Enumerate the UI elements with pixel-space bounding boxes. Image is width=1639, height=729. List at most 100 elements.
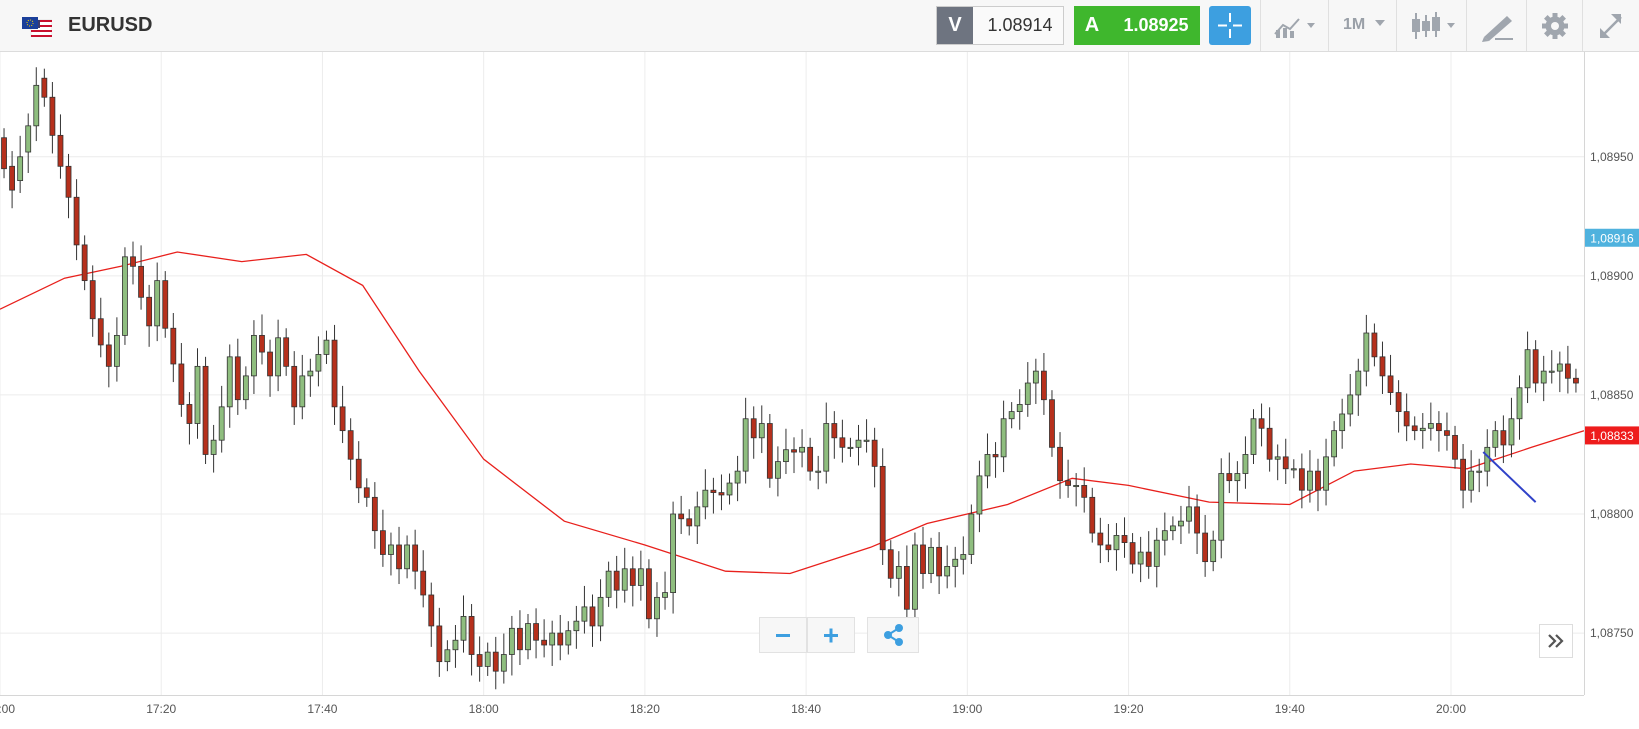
candle xyxy=(97,297,104,358)
chart-type-button[interactable] xyxy=(1396,0,1466,51)
candle-body-down xyxy=(1145,551,1152,567)
candle xyxy=(847,437,854,457)
candle-body-down xyxy=(234,356,241,401)
candle-body-down xyxy=(879,465,886,551)
candle-body-up xyxy=(952,558,959,567)
share-icon xyxy=(884,624,903,646)
candle xyxy=(718,474,725,511)
candle-body-down xyxy=(710,489,717,493)
candle-body-down xyxy=(629,568,636,586)
candle xyxy=(1323,438,1329,506)
candle xyxy=(412,529,419,590)
candle xyxy=(1492,421,1499,457)
candle-body-up xyxy=(847,446,854,449)
draw-button[interactable] xyxy=(1466,0,1526,51)
sell-label: V xyxy=(937,7,973,44)
candle xyxy=(1194,494,1200,555)
ma-value-tag: 1,08833 xyxy=(1590,429,1634,443)
candle xyxy=(1073,473,1080,507)
candle xyxy=(33,67,40,142)
candle xyxy=(347,418,354,481)
candle xyxy=(113,317,120,382)
candle-body-up xyxy=(1492,430,1499,448)
candle-body-down xyxy=(718,492,725,496)
candle-body-down xyxy=(1266,427,1273,460)
candle xyxy=(468,604,475,676)
candle xyxy=(1363,314,1370,387)
candle xyxy=(291,351,298,425)
candle xyxy=(791,437,797,474)
candle-body-up xyxy=(242,375,249,401)
candle xyxy=(1298,453,1305,509)
candle xyxy=(952,546,959,588)
candle-body-down xyxy=(436,625,443,663)
candle-body-up xyxy=(702,489,709,508)
candle-body-down xyxy=(1315,470,1321,491)
candle-body-up xyxy=(484,651,491,667)
candle-body-up xyxy=(1032,370,1039,384)
candle xyxy=(750,406,757,459)
buy-button[interactable]: A 1.08925 xyxy=(1074,6,1200,45)
zoom-in-button[interactable] xyxy=(807,617,855,653)
candle xyxy=(1307,450,1313,503)
sell-button[interactable]: V 1.08914 xyxy=(936,6,1064,45)
zoom-out-button[interactable] xyxy=(759,617,807,653)
candle xyxy=(138,245,144,310)
candle-body-up xyxy=(299,375,306,408)
candle-body-up xyxy=(783,449,789,463)
share-button[interactable] xyxy=(867,617,919,653)
timeframe-value: 1M xyxy=(1343,16,1366,33)
candle xyxy=(936,532,943,595)
candle xyxy=(984,433,991,489)
candle xyxy=(17,135,24,193)
candle-body-down xyxy=(1081,485,1088,498)
candle xyxy=(960,536,967,575)
candle xyxy=(242,366,249,410)
candle-body-up xyxy=(621,568,628,591)
candle xyxy=(1250,409,1257,464)
candle xyxy=(702,469,709,520)
candle xyxy=(968,504,975,565)
candle-body-up xyxy=(218,406,225,441)
candle-body-up xyxy=(404,544,410,570)
candle-body-up xyxy=(855,439,862,448)
candle-body-up xyxy=(307,370,314,377)
candle-body-up xyxy=(597,596,604,627)
candle xyxy=(912,532,918,631)
crosshair-button[interactable] xyxy=(1209,6,1251,45)
candle xyxy=(1411,416,1418,441)
candle xyxy=(1282,438,1289,485)
candle xyxy=(1573,368,1579,393)
candle xyxy=(871,427,878,488)
candle xyxy=(1395,380,1402,433)
candle xyxy=(1427,402,1434,441)
candle xyxy=(130,241,136,285)
price-chart[interactable]: 17:00 17:20 17:40 18:00 18:20 18:40 19:00 19:20… xyxy=(0,52,1639,729)
candle-body-down xyxy=(1460,458,1466,491)
scroll-to-latest-button[interactable] xyxy=(1539,624,1573,658)
drawn-trendline[interactable] xyxy=(1482,451,1537,503)
candle-body-up xyxy=(799,446,805,453)
trendline-layer[interactable] xyxy=(1482,451,1537,503)
candle xyxy=(1290,459,1297,479)
candle xyxy=(57,114,64,179)
candle xyxy=(1016,389,1023,430)
candle-body-down xyxy=(686,518,693,527)
candle xyxy=(629,556,636,607)
indicators-button[interactable] xyxy=(1260,0,1328,51)
candle-body-up xyxy=(1161,530,1168,541)
candle xyxy=(500,633,507,684)
candle-body-up xyxy=(1016,404,1023,413)
settings-button[interactable] xyxy=(1526,0,1582,51)
candle xyxy=(299,354,306,420)
candle-body-up xyxy=(1153,539,1160,567)
candle xyxy=(89,265,96,337)
candle-body-down xyxy=(267,351,273,377)
fullscreen-button[interactable] xyxy=(1582,0,1639,51)
timeframe-select[interactable]: 1M xyxy=(1328,0,1396,51)
candle-body-up xyxy=(654,596,660,620)
candle-body-down xyxy=(557,632,564,646)
ma-value-tag-bg xyxy=(1585,426,1639,445)
candle-body-up xyxy=(734,470,741,484)
candle-body-down xyxy=(839,437,846,448)
